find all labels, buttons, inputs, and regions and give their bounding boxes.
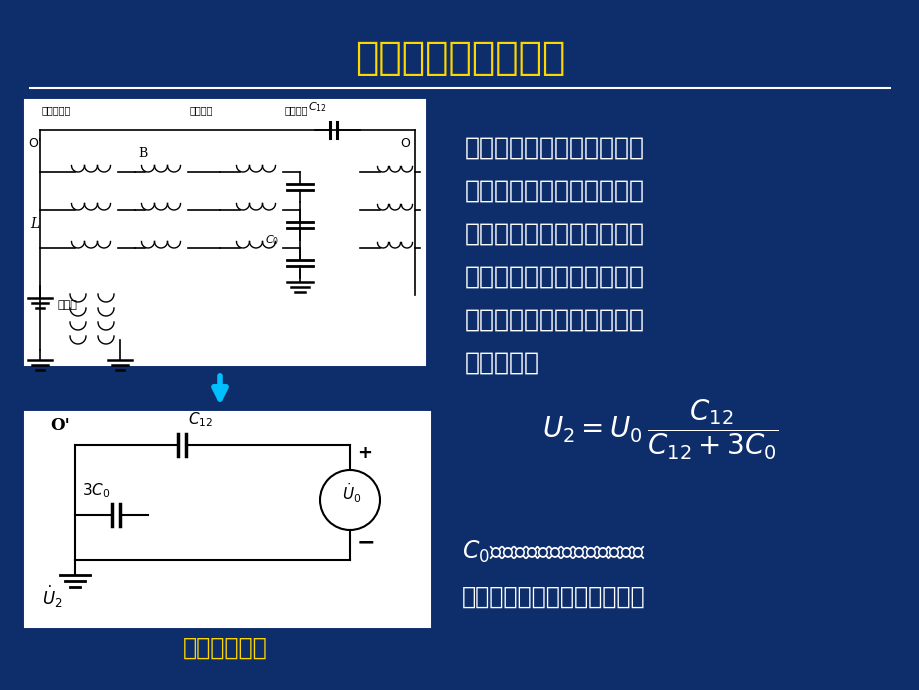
Text: 压侧，使整个低压系统的对: 压侧，使整个低压系统的对: [464, 308, 644, 332]
Text: $C_{12}$: $C_{12}$: [308, 100, 326, 114]
Text: 通过绕组之间电容传递到低: 通过绕组之间电容传递到低: [464, 265, 644, 289]
Text: 在系统不正常时，中性点不: 在系统不正常时，中性点不: [464, 136, 644, 160]
Text: O': O': [28, 137, 41, 150]
Text: 低压绕阻在内的每相对地电容: 低压绕阻在内的每相对地电容: [461, 585, 645, 609]
Text: 地电位提高: 地电位提高: [464, 351, 539, 375]
Text: 互感器: 互感器: [58, 300, 78, 310]
Text: O: O: [400, 137, 410, 150]
FancyBboxPatch shape: [25, 412, 429, 627]
FancyBboxPatch shape: [25, 100, 425, 365]
Text: L: L: [30, 217, 40, 231]
Text: 高压绕组: 高压绕组: [285, 105, 308, 115]
Text: +: +: [357, 444, 371, 462]
Text: B: B: [138, 147, 147, 160]
Text: 移电压，即工频零序电压，: 移电压，即工频零序电压，: [464, 222, 644, 246]
Text: O': O': [50, 417, 70, 434]
Text: 发电机绕组: 发电机绕组: [42, 105, 72, 115]
Text: $C_0$: $C_0$: [265, 233, 278, 247]
Text: −: −: [357, 532, 375, 552]
Text: $C_0$：包括发电机、母线和变压器: $C_0$：包括发电机、母线和变压器: [461, 539, 645, 565]
Text: 接地变压器产生的中性点位: 接地变压器产生的中性点位: [464, 179, 644, 203]
Text: $\dot{U}_0$: $\dot{U}_0$: [342, 481, 361, 504]
Text: 绕组间的传递过电压: 绕组间的传递过电压: [355, 39, 564, 77]
Text: 低压绕组: 低压绕组: [190, 105, 213, 115]
Text: $C_{12}$: $C_{12}$: [187, 410, 213, 428]
Text: $U_2 = U_0\,\dfrac{C_{12}}{C_{12}+3C_0}$: $U_2 = U_0\,\dfrac{C_{12}}{C_{12}+3C_0}$: [541, 398, 777, 462]
Text: 静电传递回路: 静电传递回路: [183, 636, 267, 660]
FancyArrowPatch shape: [213, 376, 226, 399]
Text: $3C_0$: $3C_0$: [82, 481, 110, 500]
Text: $\dot{U}_2$: $\dot{U}_2$: [42, 584, 62, 610]
